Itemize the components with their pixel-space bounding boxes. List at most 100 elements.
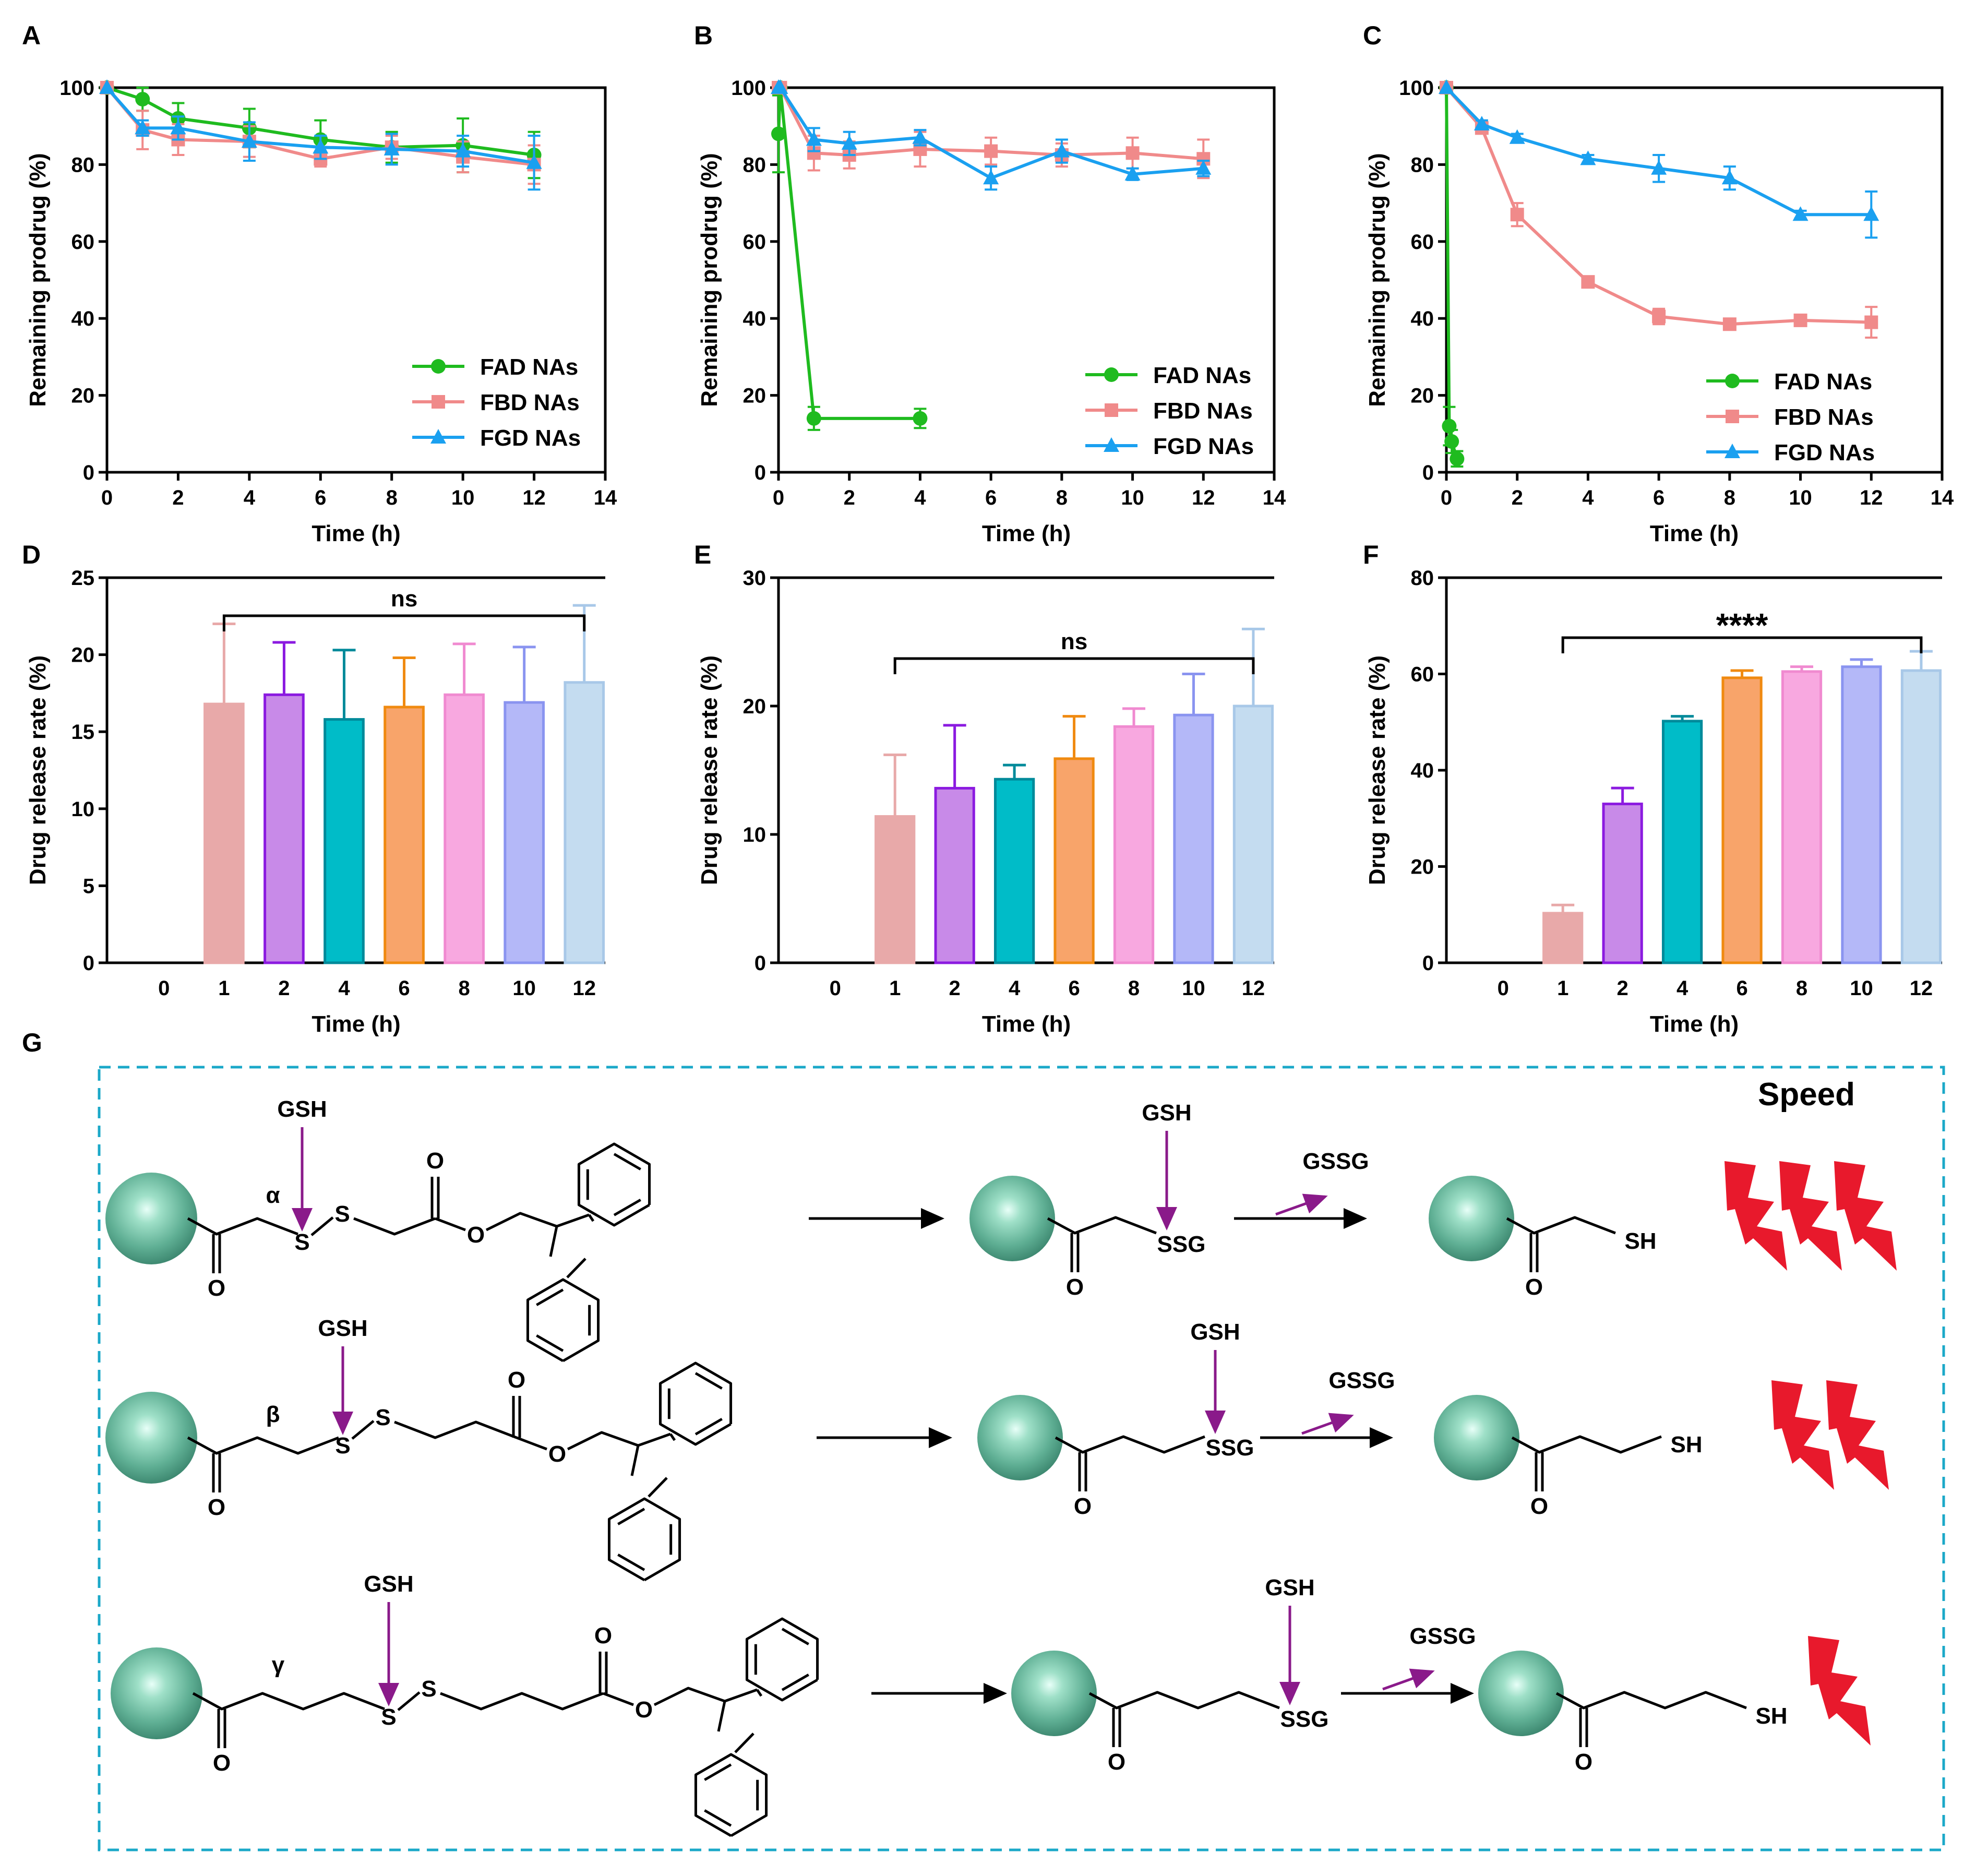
x-tick-label: 10: [512, 977, 536, 1000]
sulfur-label: S: [375, 1405, 390, 1430]
legend-item: FGD NAs: [412, 425, 581, 451]
oxygen-label: O: [594, 1623, 612, 1648]
bar: [1721, 676, 1763, 964]
data-point: [984, 144, 998, 158]
aromatic-bond: [781, 1628, 809, 1645]
bar: [504, 701, 545, 964]
oxygen-label: O: [1066, 1274, 1084, 1300]
y-tick-label: 20: [71, 644, 95, 667]
plot-frame: [105, 86, 607, 474]
x-axis-label: Time (h): [312, 521, 400, 546]
bond: [588, 1214, 595, 1222]
data-point: [772, 79, 788, 94]
scheme-row-3: O SS O O GSH γ O SSG GSH GSSG O SH: [111, 1571, 1871, 1837]
ester-oxygen-label: O: [635, 1697, 653, 1723]
nanoparticle-sphere: [105, 1392, 197, 1484]
y-tick-label: 60: [71, 231, 95, 254]
x-tick-label: 2: [278, 977, 290, 1000]
ssg-label: SSG: [1206, 1435, 1254, 1461]
y-tick-label: 0: [1422, 952, 1434, 975]
legend-item: FGD NAs: [1085, 434, 1254, 459]
y-tick-label: 80: [743, 153, 767, 176]
data-point: [1580, 150, 1596, 165]
sulfur-label: S: [381, 1704, 396, 1730]
bar: [1113, 725, 1155, 964]
aromatic-bond: [536, 1334, 564, 1352]
x-tick-label: 14: [1263, 486, 1286, 509]
panel-label-D: D: [22, 540, 41, 569]
bond: [648, 1477, 668, 1498]
sulfur-label: S: [335, 1433, 350, 1459]
legend-label: FBD NAs: [1153, 398, 1253, 424]
nanoparticle-sphere: [1478, 1651, 1564, 1736]
data-point: [1125, 146, 1140, 160]
panel-label-F: F: [1363, 540, 1379, 569]
bond: [1555, 1691, 1747, 1710]
y-tick-label: 60: [743, 231, 767, 254]
oxygen-label: O: [1530, 1493, 1548, 1519]
x-tick-label: 8: [458, 977, 470, 1000]
x-tick-label: 4: [1009, 977, 1021, 1000]
data-point: [1863, 206, 1879, 221]
y-tick-label: 60: [1411, 663, 1434, 686]
gsh-label: GSH: [1265, 1575, 1314, 1600]
y-tick-label: 30: [743, 567, 767, 590]
bond: [353, 1217, 436, 1236]
series-fgd-nas: [1439, 79, 1879, 239]
x-tick-label: 2: [1617, 977, 1628, 1000]
y-tick-label: 0: [1422, 461, 1434, 484]
legend-marker: [1726, 410, 1739, 423]
gssg-label: GSSG: [1409, 1623, 1476, 1649]
bar: [324, 718, 365, 964]
bond: [724, 1688, 758, 1703]
aromatic-bond: [704, 1763, 732, 1781]
y-axis-label: Remaining prodrug (%): [1364, 153, 1390, 407]
data-point: [1439, 79, 1454, 94]
sh-label: SH: [1624, 1228, 1656, 1254]
significance-bracket: [893, 657, 1255, 674]
data-point: [455, 142, 471, 158]
x-tick-label: 4: [1582, 486, 1594, 509]
legend-marker: [1105, 403, 1118, 417]
bond: [397, 1691, 421, 1711]
legend-label: FBD NAs: [1774, 404, 1874, 430]
oxygen-label: O: [508, 1367, 525, 1393]
x-tick-label: 4: [1676, 977, 1688, 1000]
aromatic-bond: [617, 1508, 645, 1525]
series-fbd-nas: [772, 81, 1211, 180]
bond: [577, 1142, 651, 1227]
x-tick-label: 6: [1736, 977, 1747, 1000]
bar: [1661, 720, 1703, 964]
scheme-panel-g: SpeedOSSOOGSHαOSSGGSHGSSGOSHOSSOOGSHβOSS…: [98, 1066, 1945, 1851]
gssg-label: GSSG: [1328, 1368, 1395, 1393]
legend-item: FAD NAs: [1706, 369, 1872, 395]
x-tick-label: 0: [1441, 486, 1452, 509]
bond: [669, 1433, 676, 1441]
data-point: [1053, 142, 1070, 158]
data-point: [1793, 313, 1807, 327]
y-tick-label: 60: [1411, 231, 1434, 254]
fluorenyl-group: [526, 1142, 651, 1363]
x-tick-label: 10: [1850, 977, 1873, 1000]
gsh-label: GSH: [1190, 1319, 1240, 1345]
x-tick-label: 6: [398, 977, 410, 1000]
x-tick-label: 4: [914, 486, 926, 509]
data-point: [1721, 170, 1738, 185]
legend-label: FBD NAs: [480, 390, 580, 415]
x-tick-label: 2: [172, 486, 184, 509]
y-tick-label: 100: [59, 77, 94, 100]
nanoparticle-sphere: [1434, 1395, 1519, 1480]
y-tick-label: 15: [71, 721, 95, 744]
x-tick-label: 14: [1931, 486, 1954, 509]
y-tick-label: 20: [1411, 385, 1434, 408]
y-axis-label: Remaining prodrug (%): [25, 153, 51, 407]
significance-bracket: [1561, 636, 1923, 653]
x-tick-label: 2: [1512, 486, 1523, 509]
bond: [549, 1226, 558, 1257]
bond: [567, 1431, 639, 1451]
legend-label: FAD NAs: [1153, 363, 1251, 388]
x-tick-label: 1: [218, 977, 230, 1000]
significance-label: ns: [1061, 629, 1087, 654]
